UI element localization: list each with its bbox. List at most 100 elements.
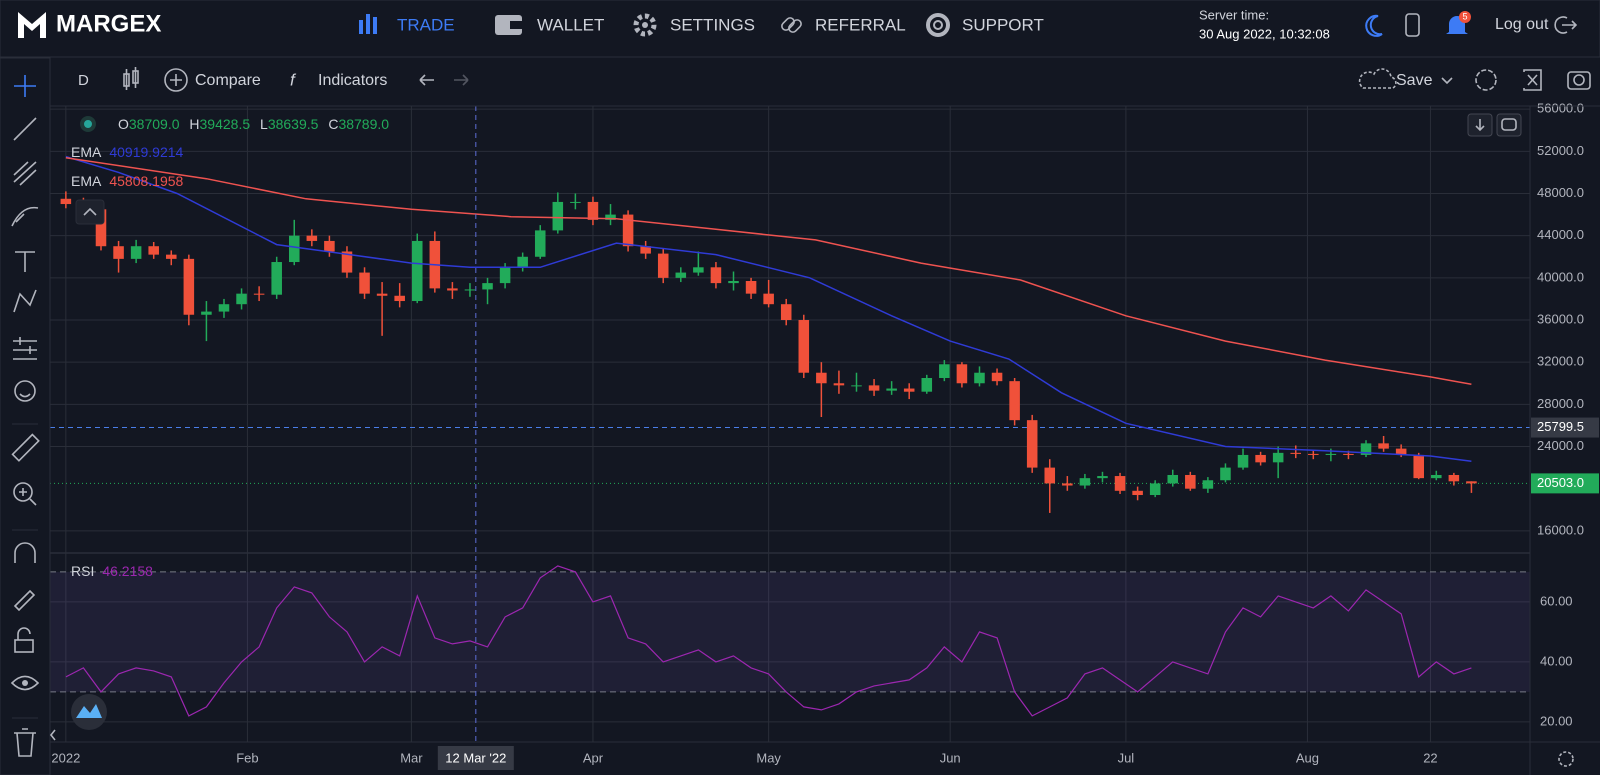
nav-item[interactable]: SETTINGS (670, 15, 755, 34)
candle-body (482, 283, 493, 290)
redo[interactable] (454, 74, 469, 86)
drawing-toolbar (0, 57, 51, 775)
notification-count: 5 (1462, 11, 1467, 21)
theme-toggle[interactable] (1365, 14, 1383, 37)
chart-settings[interactable] (1475, 69, 1497, 91)
nav-support[interactable]: SUPPORT (926, 13, 1044, 37)
crosshair-label-box (437, 746, 514, 770)
ohlc-key: O (118, 116, 129, 132)
ohlc-value: 39428.5 (200, 116, 251, 132)
magnet-tool[interactable] (14, 542, 36, 563)
fib-tool[interactable] (13, 161, 37, 186)
x-tick-label: Jun (940, 750, 961, 765)
price-line-label-box (1531, 417, 1599, 438)
compare-icon[interactable] (164, 68, 188, 92)
nav-item[interactable]: TRADE (397, 15, 455, 34)
candle-body (359, 272, 370, 294)
fullscreen[interactable] (1523, 69, 1542, 91)
text-tool[interactable] (15, 251, 35, 272)
reset-button[interactable] (1496, 113, 1522, 137)
nav-settings[interactable]: SETTINGS (633, 13, 755, 37)
ema-legend: EMA 40919.9214 (71, 144, 184, 160)
crosshair-tool[interactable] (14, 75, 36, 97)
candle-body (1097, 476, 1108, 479)
ruler-tool[interactable] (11, 433, 40, 462)
y-tick-label: 56000.0 (1537, 101, 1584, 116)
indicators[interactable]: Indicators (318, 72, 387, 89)
ohlc-value: 38639.5 (268, 116, 319, 132)
logout-icon[interactable] (1554, 16, 1578, 34)
rsi-tick-label: 20.00 (1540, 713, 1573, 728)
header-bar (0, 0, 1600, 58)
compare[interactable]: Compare (195, 72, 261, 89)
chart-type[interactable] (123, 67, 139, 90)
candle-body (991, 372, 1003, 382)
undo[interactable] (419, 74, 434, 86)
nav-item[interactable]: SUPPORT (962, 15, 1044, 34)
mobile-icon[interactable] (1405, 13, 1420, 37)
lock-tool[interactable] (14, 639, 34, 653)
candle-body (1149, 483, 1161, 496)
rsi-band (50, 571, 1530, 692)
candle-body (693, 267, 704, 273)
nav-item[interactable]: WALLET (537, 15, 604, 34)
collapse-toolbar[interactable] (49, 729, 56, 741)
candle-body (1255, 454, 1266, 463)
candle-body (1378, 443, 1389, 449)
zoom-tool[interactable] (13, 482, 33, 502)
brush-tool[interactable] (11, 206, 39, 227)
badge (1459, 11, 1471, 23)
ohlc-value: 38709.0 (129, 116, 180, 132)
candle-body (1167, 474, 1179, 484)
collapse-legend[interactable] (75, 199, 105, 225)
screenshot[interactable] (1567, 71, 1591, 90)
ohlc-key: C (328, 116, 338, 132)
candle-body (218, 304, 230, 312)
candle-body (201, 311, 212, 315)
save-icon[interactable] (1358, 68, 1397, 89)
candle-body (306, 235, 318, 241)
save-menu[interactable] (1441, 77, 1453, 85)
logout[interactable]: Log out (1495, 16, 1549, 33)
candle-body (745, 281, 757, 294)
indicators-icon[interactable]: f (290, 70, 297, 89)
nav-referral[interactable]: REFERRAL (780, 15, 906, 34)
status-dot (80, 116, 96, 132)
prediction-tool[interactable] (13, 337, 37, 360)
ohlc-legend: O38709.0 H39428.5 L38639.5 C38789.0 (118, 116, 389, 132)
delete-tool[interactable] (14, 728, 36, 757)
rsi-value: 46.2158 (102, 563, 153, 579)
candle-body (570, 201, 581, 203)
nav-wallet[interactable]: WALLET (495, 15, 604, 35)
crosshair-label: 12 Mar '22 (445, 750, 506, 765)
ema-legend: EMA 45808.1958 (71, 173, 184, 189)
icon-tool[interactable] (14, 380, 36, 402)
y-tick-label: 52000.0 (1537, 143, 1584, 158)
price-line-label-box (1531, 473, 1599, 494)
interval[interactable]: D (78, 72, 89, 89)
nav-item[interactable]: REFERRAL (815, 15, 906, 34)
candle-body (1325, 453, 1337, 455)
y-tick-label: 32000.0 (1537, 354, 1584, 369)
candle-body (728, 281, 739, 284)
server-time: 30 Aug 2022, 10:32:08 (1199, 26, 1330, 41)
y-tick-label: 16000.0 (1537, 522, 1584, 537)
save[interactable]: Save (1396, 72, 1433, 89)
x-tick-label: Jul (1118, 750, 1135, 765)
axis-settings[interactable] (1558, 751, 1574, 767)
ema-value: 45808.1958 (109, 173, 183, 189)
candle-body (517, 256, 528, 268)
trend-line-tool[interactable] (13, 117, 37, 141)
candle-body (113, 246, 124, 259)
pattern-tool[interactable] (13, 289, 37, 313)
candle-body (1079, 478, 1091, 486)
y-tick-label: 48000.0 (1537, 185, 1584, 200)
lock-drawings[interactable] (13, 589, 36, 612)
ohlc-key: L (260, 116, 268, 132)
candle-body (552, 201, 564, 231)
nav-trade[interactable]: TRADE (359, 14, 455, 34)
y-tick-label: 24000.0 (1537, 438, 1584, 453)
visibility-tool[interactable] (10, 675, 40, 691)
candle-body (236, 293, 247, 305)
ohlc-key: H (189, 116, 199, 132)
